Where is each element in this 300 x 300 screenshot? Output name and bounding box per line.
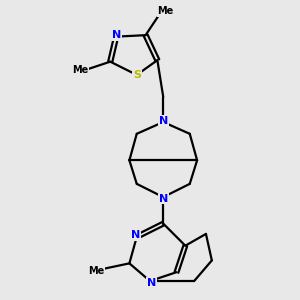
Text: Me: Me: [72, 65, 88, 76]
Text: N: N: [159, 194, 168, 204]
Text: N: N: [147, 278, 156, 287]
Text: Me: Me: [158, 6, 174, 16]
Text: N: N: [159, 116, 168, 126]
Text: N: N: [131, 230, 140, 240]
Text: S: S: [133, 70, 141, 80]
Text: Me: Me: [88, 266, 104, 276]
Text: N: N: [112, 30, 121, 40]
